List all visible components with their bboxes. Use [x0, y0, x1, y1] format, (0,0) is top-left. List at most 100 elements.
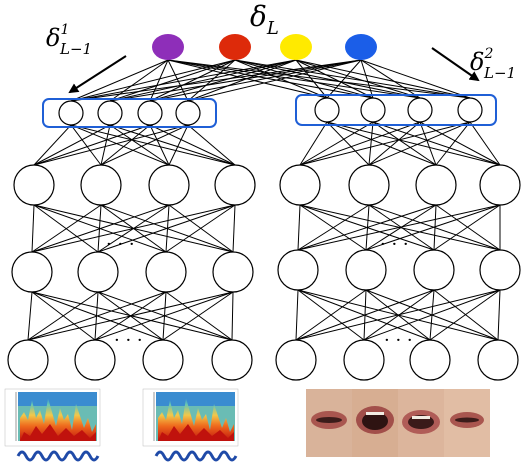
left-connection	[33, 124, 111, 166]
right-connection	[433, 204, 437, 251]
fusion-connection	[326, 59, 362, 99]
fusion-connections	[70, 59, 471, 102]
fusion-connection	[109, 59, 236, 102]
left-connection	[109, 124, 170, 166]
left-ellipsis-upper: · · ·	[106, 234, 135, 255]
left-top-layer-highlight	[42, 98, 217, 128]
video-frame-3	[398, 389, 444, 457]
left-connection	[109, 124, 236, 166]
right-connection	[368, 121, 471, 166]
right-connection	[295, 289, 501, 341]
right-gradient-arrow	[431, 47, 480, 82]
right-ellipsis-upper: · · ·	[380, 234, 409, 255]
fusion-connection	[149, 59, 297, 102]
fusion-unit-4	[345, 34, 377, 60]
right-connection	[299, 121, 421, 166]
audio-input-image-2	[142, 388, 239, 462]
fusion-connection	[149, 59, 236, 102]
left-connection	[100, 124, 151, 166]
right-connection	[372, 121, 501, 166]
left-connection	[31, 204, 102, 253]
right-layer-3-node-3	[413, 249, 455, 291]
fusion-connection	[149, 59, 362, 102]
left-layer-2-node-4	[214, 164, 256, 206]
right-layer-3-node-4	[479, 249, 521, 291]
left-connection	[162, 291, 234, 341]
fusion-connection	[167, 59, 471, 99]
right-connection	[299, 121, 471, 166]
right-connection	[299, 121, 374, 166]
fusion-unit-1	[152, 34, 184, 60]
network-nodes	[7, 97, 521, 381]
video-frame-2	[352, 389, 398, 457]
right-layer-2-node-2	[348, 164, 390, 206]
left-connection	[149, 124, 170, 166]
right-layer-2-node-3	[415, 164, 457, 206]
right-layer-2-node-4	[479, 164, 521, 206]
left-layer-3-node-2	[77, 251, 119, 293]
fusion-connection	[70, 59, 362, 102]
video-frame-4	[444, 389, 490, 457]
left-connection	[168, 124, 189, 166]
right-connection	[365, 204, 501, 251]
right-connection	[297, 204, 501, 251]
fusion-connection	[109, 59, 362, 102]
right-connection	[295, 289, 367, 341]
right-layer-4-node-4	[477, 339, 519, 381]
right-connection	[419, 121, 437, 166]
left-connection	[231, 291, 234, 341]
left-layer-2-node-2	[80, 164, 122, 206]
right-connection	[435, 204, 501, 251]
left-connection	[232, 204, 236, 253]
right-connection	[372, 121, 437, 166]
right-connection	[497, 289, 501, 341]
audio-input-image-1	[4, 388, 101, 462]
left-layer-1-node-4	[175, 100, 201, 126]
left-connection	[31, 204, 170, 253]
right-connection	[469, 121, 501, 166]
right-connection	[429, 289, 501, 341]
fusion-connection	[295, 59, 421, 99]
left-connection	[31, 204, 35, 253]
left-connection	[33, 124, 151, 166]
right-layer-4-node-2	[343, 339, 385, 381]
left-connection	[27, 291, 33, 341]
fusion-connection	[187, 59, 362, 102]
left-connection	[70, 124, 102, 166]
right-connection	[297, 204, 301, 251]
fusion-connection	[234, 59, 374, 99]
right-connection	[297, 204, 437, 251]
left-layer-4-node-3	[142, 339, 184, 381]
right-layer-1-node-2	[360, 97, 386, 123]
right-connection	[435, 121, 471, 166]
fusion-connection	[295, 59, 374, 99]
right-layer-3-node-2	[345, 249, 387, 291]
network-connections	[27, 121, 501, 341]
left-connection	[187, 124, 236, 166]
fusion-connection	[187, 59, 297, 102]
right-layer-1-node-1	[314, 97, 340, 123]
video-input-frames	[306, 389, 490, 457]
left-connection	[165, 291, 233, 341]
right-connection	[297, 204, 370, 251]
left-layer-3-node-3	[145, 251, 187, 293]
left-connection	[27, 291, 234, 341]
left-layer-3-node-1	[11, 251, 53, 293]
right-connection	[326, 121, 370, 166]
fusion-connection	[167, 59, 374, 99]
right-layer-4-node-1	[275, 339, 317, 381]
left-layer-4-node-4	[211, 339, 253, 381]
left-connection	[100, 124, 111, 166]
left-layer-4-node-2	[74, 339, 116, 381]
right-top-layer-highlight	[295, 94, 497, 126]
left-connection	[94, 291, 234, 341]
right-connection	[326, 121, 501, 166]
left-connection	[149, 124, 236, 166]
right-connection	[368, 121, 421, 166]
right-layer-2-node-1	[279, 164, 321, 206]
left-connection	[100, 124, 189, 166]
left-layer-3-node-4	[212, 251, 254, 293]
left-connection	[27, 291, 167, 341]
right-connection	[433, 204, 501, 251]
